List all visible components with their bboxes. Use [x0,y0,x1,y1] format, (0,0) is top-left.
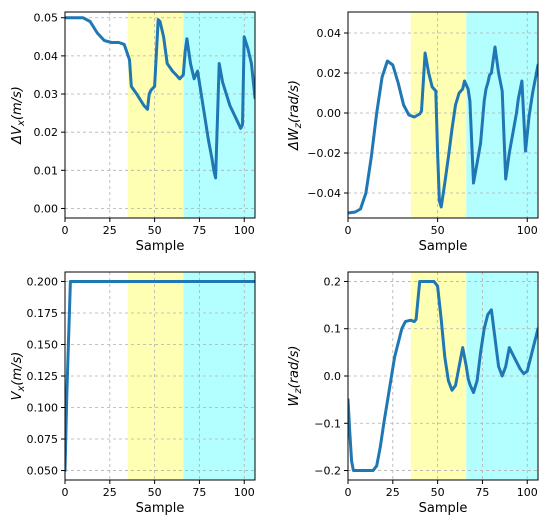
x-tick-label: 75 [192,486,206,499]
y-tick-label: 0.2 [324,275,342,288]
x-tick-label: 0 [62,224,69,237]
y-tick-label: 0.03 [34,88,59,101]
y-tick-label: 0.1 [324,323,342,336]
x-tick-label: 50 [148,224,162,237]
x-tick-label: 0 [345,224,352,237]
y-tick-label: 0.0 [324,370,342,383]
subplot-delta-wz: 0 50 100 −0.04 −0.02 0.00 0.02 0.04 Sample ΔWz(ra… [287,11,539,254]
x-axis-label: Sample [419,501,468,516]
band-cyan [183,272,255,480]
y-tick-label: −0.2 [314,465,341,478]
x-tick-label: 75 [475,486,489,499]
y-tick-label: 0.175 [27,307,59,320]
x-tick-label: 100 [517,486,538,499]
y-tick-label: 0.02 [317,67,342,80]
y-tick-label: 0.04 [34,50,59,63]
x-axis-label: Sample [136,239,185,254]
y-tick-label: 0.100 [27,402,59,415]
y-axis-label: ΔVx(m/s) [10,86,27,145]
axes-frame [64,11,256,219]
x-tick-label: 0 [345,486,352,499]
x-tick-label: 100 [234,224,255,237]
y-tick-label: 0.00 [34,202,59,215]
series-line [65,280,255,472]
y-tick-label: 0.050 [27,465,59,478]
x-tick-label: 100 [234,486,255,499]
y-axis-label: ΔWz(rad/s) [287,80,304,151]
subplot-delta-vx: 0 25 50 75 100 0.00 0.01 0.02 0.03 0.04 0.05 Sample… [10,11,256,254]
x-tick-label: 0 [62,486,69,499]
x-axis-label: Sample [136,501,185,516]
x-tick-label: 50 [431,486,445,499]
y-tick-label: 0.05 [34,12,59,25]
y-axis-label: Wz(rad/s) [287,346,304,407]
series-line [348,45,538,215]
axes-frame [347,11,539,219]
y-tick-label: 0.02 [34,126,59,139]
x-tick-label: 100 [517,224,538,237]
series-line [65,16,255,180]
series-line [348,280,538,472]
y-tick-label: 0.00 [317,107,342,120]
y-tick-label: −0.04 [307,187,341,200]
x-axis-label: Sample [419,239,468,254]
y-tick-label: 0.125 [27,370,59,383]
y-tick-label: 0.04 [317,27,342,40]
subplot-vx: 0 25 50 75 100 0.050 0.075 0.100 0.125 0.150 0.175… [10,271,256,516]
x-tick-label: 75 [192,224,206,237]
y-tick-label: 0.075 [27,433,59,446]
y-tick-label: −0.1 [314,417,341,430]
x-tick-label: 25 [103,486,117,499]
y-tick-label: 0.200 [27,275,59,288]
subplot-wz: 0 25 50 75 100 −0.2 −0.1 0.0 0.1 0.2 Sample Wz(rad/… [287,271,539,516]
x-tick-label: 50 [148,486,162,499]
x-tick-label: 25 [386,486,400,499]
x-tick-label: 50 [431,224,445,237]
y-tick-label: −0.02 [307,147,341,160]
y-tick-label: 0.01 [34,164,59,177]
y-axis-label: Vx(m/s) [10,352,27,401]
x-tick-label: 25 [103,224,117,237]
y-tick-label: 0.150 [27,338,59,351]
